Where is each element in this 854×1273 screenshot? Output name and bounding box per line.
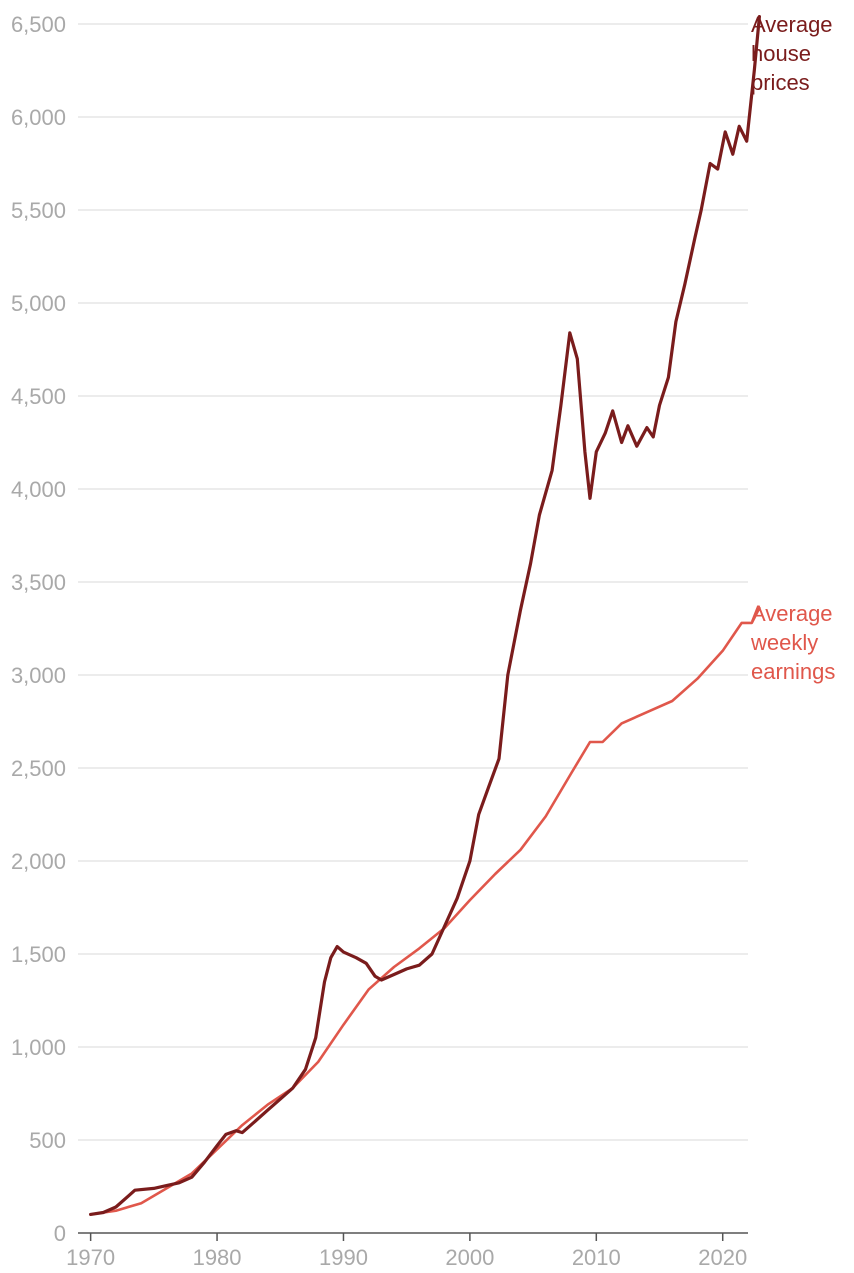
y-tick-label: 0: [54, 1221, 66, 1246]
x-tick-label: 2000: [445, 1245, 494, 1270]
y-tick-label: 3,500: [11, 570, 66, 595]
series-label-line: Average: [751, 12, 833, 37]
series-label-weekly-earnings: Average weekly earnings: [750, 601, 835, 684]
y-tick-label: 500: [29, 1128, 66, 1153]
y-tick-label: 6,500: [11, 12, 66, 37]
y-tick-label: 2,000: [11, 849, 66, 874]
series-label-line: house: [751, 41, 811, 66]
series-line-house-prices: [89, 15, 761, 1216]
y-tick-label: 1,000: [11, 1035, 66, 1060]
series-label-line: prices: [751, 70, 810, 95]
series-lines: [89, 15, 761, 1216]
series-label-line: Average: [751, 601, 833, 626]
y-tick-label: 2,500: [11, 756, 66, 781]
series-line-weekly-earnings: [89, 606, 761, 1216]
x-tick-label: 1970: [66, 1245, 115, 1270]
series-label-line: earnings: [751, 659, 835, 684]
y-tick-label: 5,500: [11, 198, 66, 223]
x-tick-label: 2020: [698, 1245, 747, 1270]
series-label-line: weekly: [750, 630, 818, 655]
y-tick-label: 4,000: [11, 477, 66, 502]
x-tick-label: 1980: [193, 1245, 242, 1270]
x-tick-label: 2010: [572, 1245, 621, 1270]
x-tick-label: 1990: [319, 1245, 368, 1270]
y-tick-label: 3,000: [11, 663, 66, 688]
y-tick-label: 5,000: [11, 291, 66, 316]
y-tick-label: 6,000: [11, 105, 66, 130]
x-axis: 1970 1980 1990 2000 2010 2020: [66, 1232, 748, 1270]
series-label-house-prices: Average house prices: [751, 12, 833, 95]
series-labels: Average house prices Average weekly earnings: [750, 12, 835, 684]
y-axis: 0 500 1,000 1,500 2,000 2,500 3,000 3,500 4,000 4…: [11, 12, 66, 1246]
y-tick-label: 1,500: [11, 942, 66, 967]
y-tick-label: 4,500: [11, 384, 66, 409]
gridlines: [78, 23, 748, 1141]
